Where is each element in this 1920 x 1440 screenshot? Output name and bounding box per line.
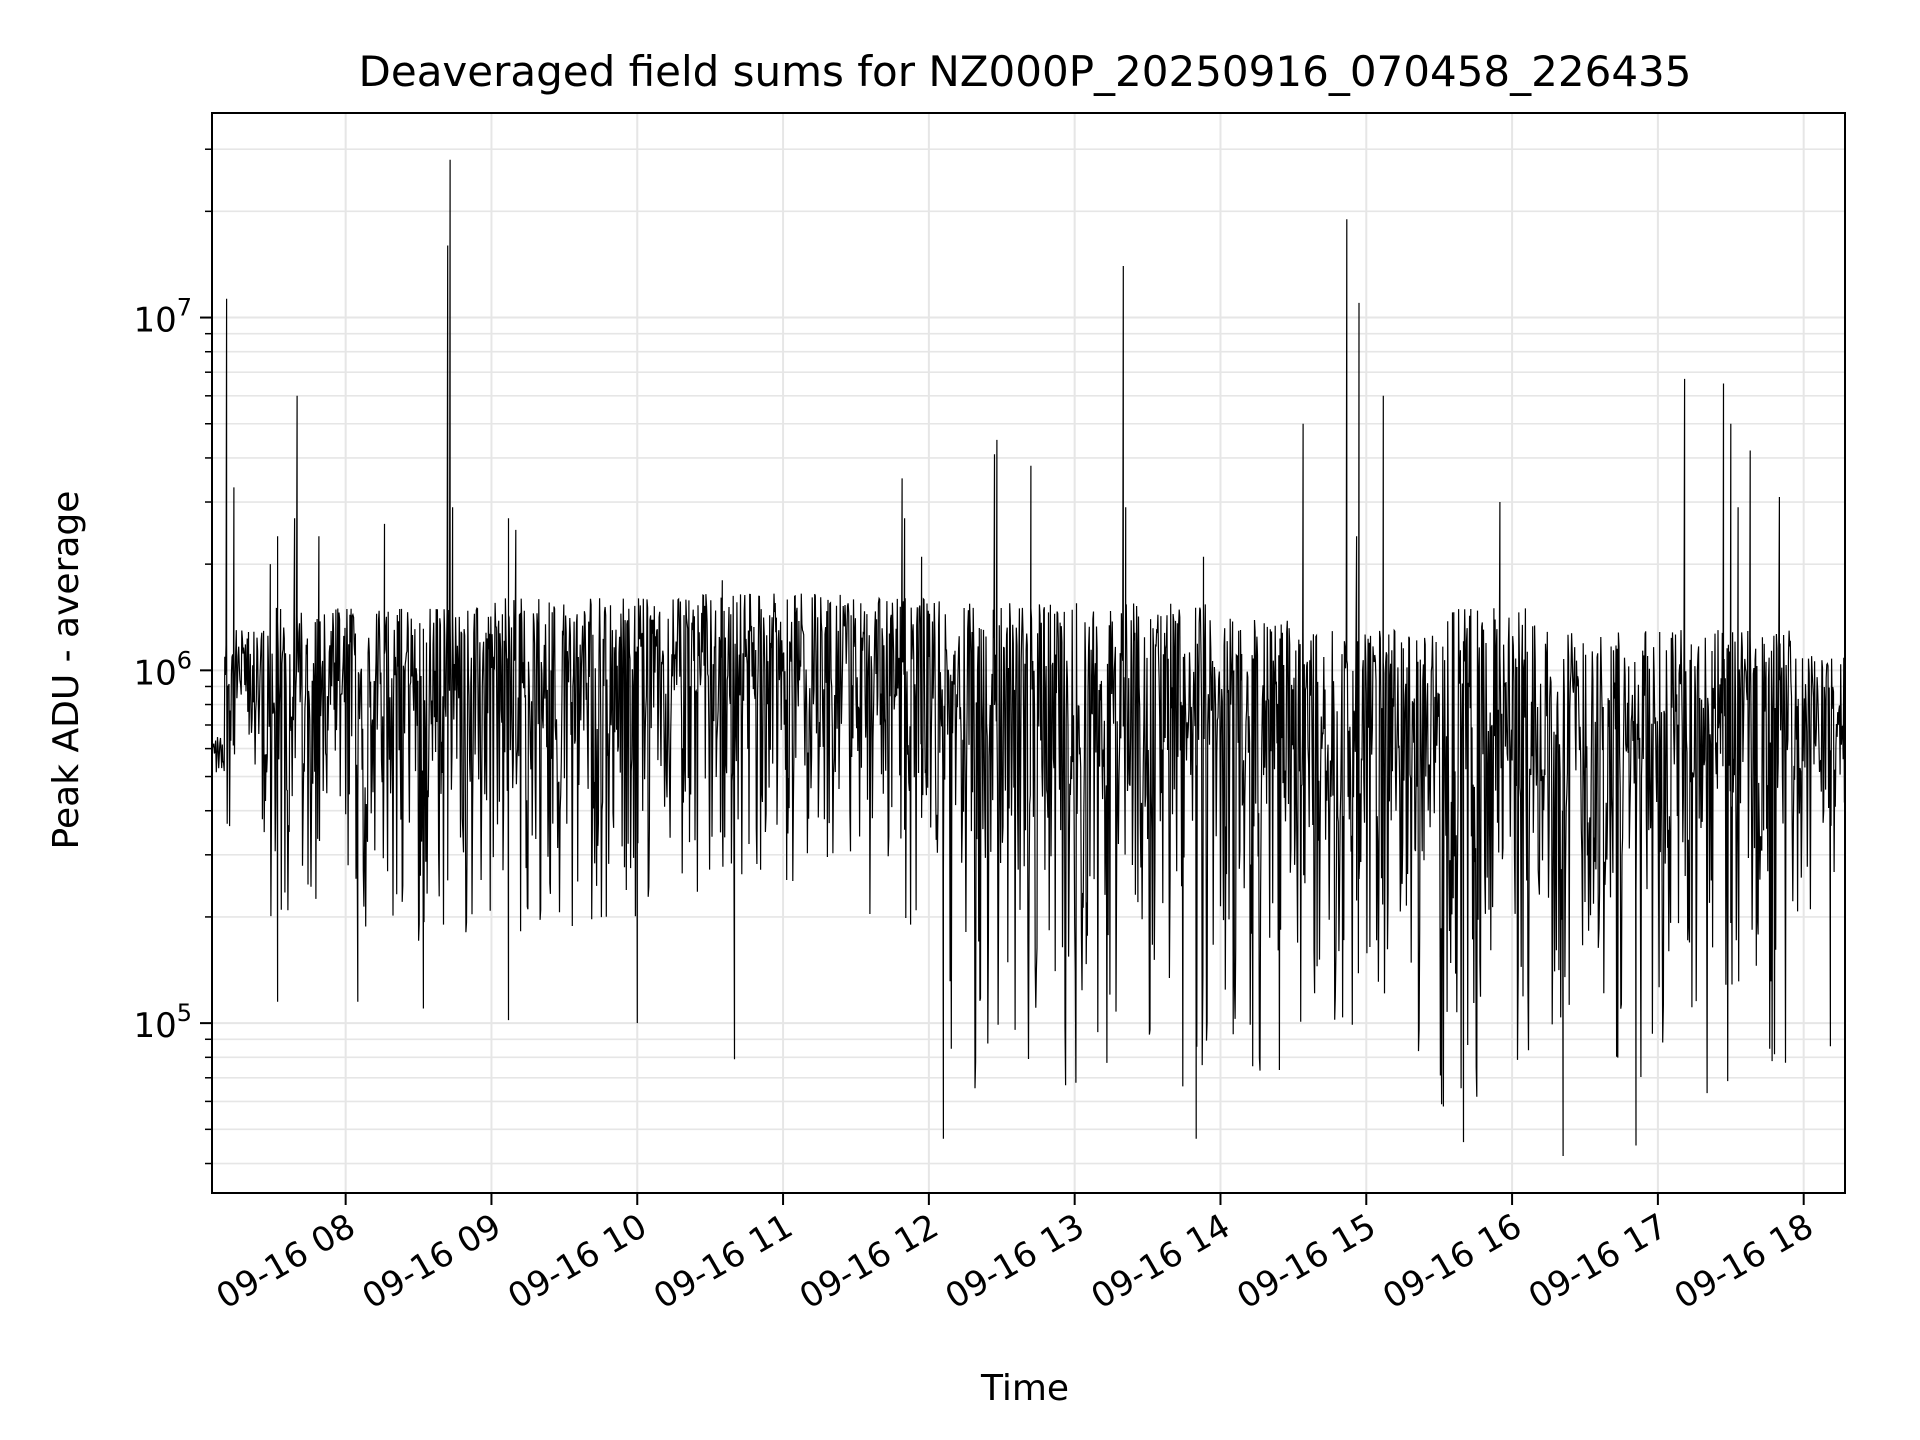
chart-title: Deaveraged field sums for NZ000P_2025091…: [359, 47, 1692, 96]
y-axis: 105 106 107: [133, 148, 212, 1165]
x-axis-label: Time: [980, 1368, 1069, 1409]
y-tick-label: 106: [133, 646, 192, 693]
plot-area: [211, 159, 1846, 1157]
y-axis-label: Peak ADU - average: [46, 491, 87, 850]
grid-lines: [212, 113, 1845, 1193]
series-line: [211, 159, 1846, 1157]
plot-frame: [211, 112, 1846, 1194]
y-tick-label: 105: [133, 999, 192, 1046]
y-tick-label: 107: [133, 294, 192, 341]
